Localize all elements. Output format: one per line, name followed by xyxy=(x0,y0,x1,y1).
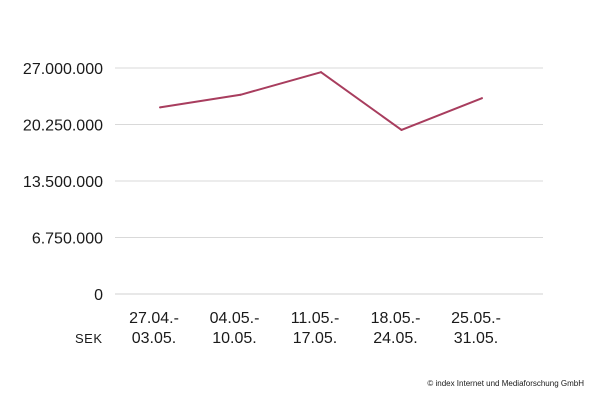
gridlines xyxy=(115,67,543,295)
x-axis: 27.04.-03.05. 04.05.-10.05. 11.05.-17.05. 1… xyxy=(129,310,501,347)
x-tick-label: 11.05.-17.05. xyxy=(291,310,340,347)
data-point xyxy=(159,106,161,109)
x-tick-label: 27.04.-03.05. xyxy=(129,310,179,347)
data-point xyxy=(400,128,403,131)
series-group xyxy=(159,71,483,131)
x-tick-label: 04.05.-10.05. xyxy=(210,310,260,347)
y-tick-label: 13.500.000 xyxy=(23,174,103,191)
x-tick-label: 25.05.-31.05. xyxy=(451,310,501,347)
data-point xyxy=(239,93,242,96)
unit-label: SEK xyxy=(75,331,103,346)
y-tick-label: 20.250.000 xyxy=(23,118,103,135)
y-tick-label: 6.750.000 xyxy=(32,231,103,248)
y-tick-label: 0 xyxy=(94,287,103,304)
y-tick-label: 27.000.000 xyxy=(23,61,103,78)
copyright-note: © index Internet und Mediaforschung GmbH xyxy=(427,379,584,388)
x-tick-label: 18.05.-24.05. xyxy=(371,310,421,347)
data-point xyxy=(320,71,322,74)
y-axis: 0 6.750.000 13.500.000 20.250.000 27.000.000 xyxy=(23,61,103,304)
series-line xyxy=(159,71,483,131)
data-point xyxy=(481,97,483,100)
